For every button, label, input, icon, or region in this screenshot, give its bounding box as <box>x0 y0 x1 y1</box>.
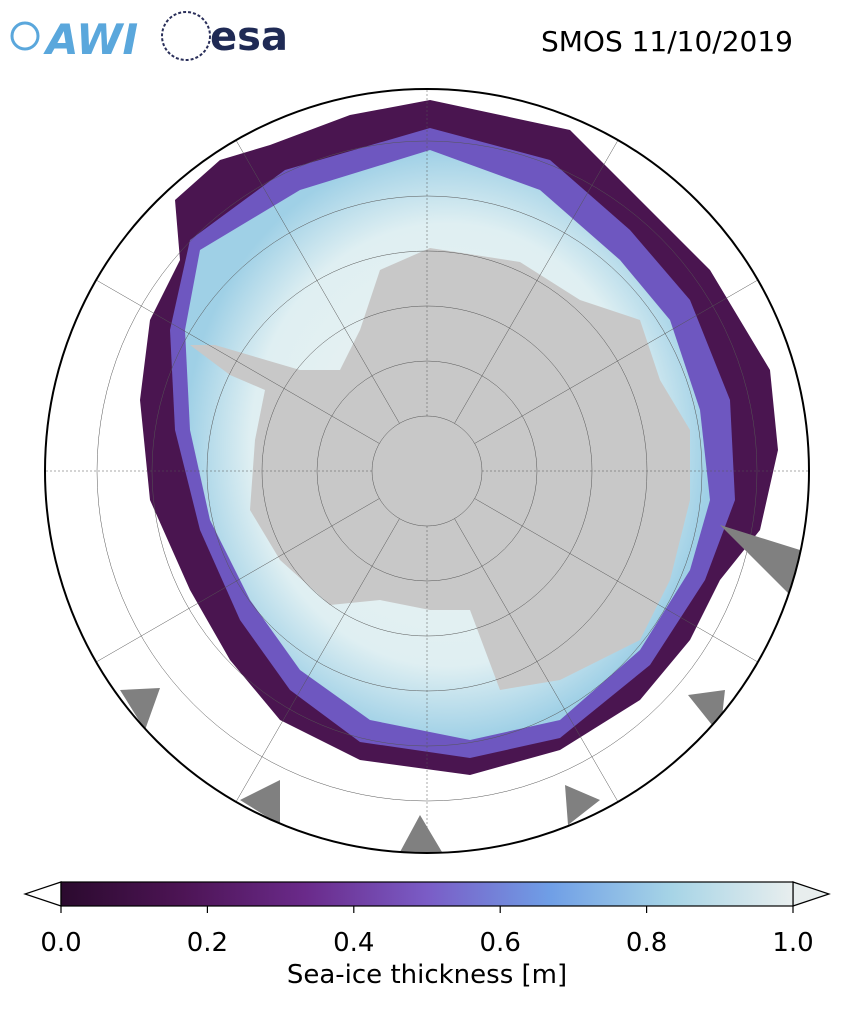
title: SMOS 11/10/2019 <box>541 25 793 58</box>
meridian <box>89 498 380 667</box>
logo-text: AWI <box>43 15 138 64</box>
logo-awi: AWI <box>10 15 138 64</box>
logo-esa: esa <box>161 11 288 61</box>
colorbar-tick-label: 1.0 <box>772 928 813 958</box>
graticule <box>45 89 809 853</box>
colorbar-extend-max <box>792 881 831 907</box>
map <box>45 89 809 853</box>
meridian <box>231 518 400 809</box>
colorbar-tick-label: 0.4 <box>333 928 374 958</box>
colorbar-tick-label: 0.6 <box>480 928 521 958</box>
colorbar-tick-label: 0.0 <box>40 928 81 958</box>
antarctica <box>190 248 690 690</box>
meridian <box>454 133 623 424</box>
map-frame <box>44 88 810 854</box>
colorbar: 0.0 0.2 0.4 0.6 0.8 1.0 <box>23 881 831 958</box>
colorbar-label: Sea-ice thickness [m] <box>287 960 567 990</box>
colorbar-tick-label: 0.8 <box>626 928 667 958</box>
colorbar-tick-label: 0.2 <box>187 928 228 958</box>
logo-text: esa <box>210 14 288 60</box>
parallel <box>316 360 538 582</box>
meridian <box>231 133 400 424</box>
meridian <box>89 275 380 444</box>
colorbar-scale <box>60 881 794 907</box>
colorbar-extend-min <box>23 881 62 907</box>
meridian <box>454 518 623 809</box>
parallel <box>96 140 758 802</box>
meridian <box>474 498 765 667</box>
meridian <box>474 275 765 444</box>
